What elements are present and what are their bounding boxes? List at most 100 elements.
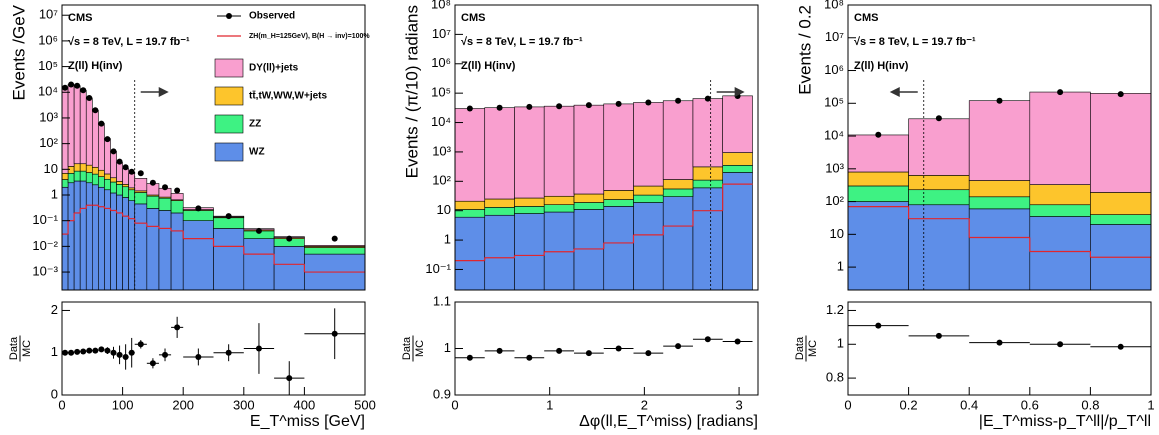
stack-bar [182, 220, 214, 291]
stack-bar [98, 186, 105, 291]
data-point [585, 102, 592, 109]
ratio-point [110, 349, 117, 356]
stack-bar [61, 87, 69, 174]
stack-bar [146, 208, 160, 291]
data-point [645, 99, 652, 106]
ratio-point [526, 354, 533, 361]
stack-bar [61, 186, 69, 291]
data-point [675, 97, 682, 104]
stack-bar [543, 211, 575, 291]
stack-bar [170, 193, 184, 201]
data-point [1057, 89, 1064, 96]
y-axis-title: Data [401, 336, 413, 360]
stack-bar [514, 106, 545, 199]
stack-bar [543, 105, 575, 197]
stack-bar [968, 180, 1031, 198]
stack-bar [1029, 204, 1091, 217]
ratio-point [137, 341, 144, 348]
data-point [556, 103, 563, 110]
stack-bar [116, 194, 123, 291]
stack-bar [85, 97, 93, 166]
y-axis-title: MC [807, 340, 819, 357]
legend-label: ZZ [249, 119, 261, 130]
stack-bar [633, 185, 664, 196]
x-tick-label: 300 [233, 397, 255, 412]
ratio-point [98, 346, 105, 353]
stack-bar [73, 85, 81, 165]
data-point [162, 184, 169, 191]
stack-bar [603, 103, 634, 191]
ratio-point [585, 350, 592, 357]
annotation: Z(ll) H(inv) [854, 60, 909, 72]
stack-bar [484, 214, 515, 291]
stack-bar [514, 197, 545, 207]
stack-bar [134, 203, 148, 291]
stack-bar [128, 189, 136, 201]
stack-bar [104, 138, 111, 175]
stack-bar [633, 194, 664, 203]
legend-marker [214, 86, 244, 106]
stack-bar [692, 179, 723, 189]
stack-bar [692, 98, 723, 168]
data-point [526, 103, 533, 110]
data-point [195, 205, 202, 212]
y-tick-label: 10² [39, 135, 58, 150]
stack-bar [110, 151, 117, 179]
plot-frame [847, 301, 1152, 396]
data-point [331, 235, 338, 242]
data-point [875, 131, 882, 138]
ratio-point [286, 375, 293, 382]
annotation: √s = 8 TeV, L = 19.7 fb⁻¹ [854, 36, 976, 48]
stack-bar [603, 199, 634, 207]
stack-bar [968, 100, 1031, 181]
x-tick-label: 2 [641, 397, 648, 412]
plot-frame [61, 301, 366, 396]
stack-bar [484, 198, 515, 208]
ratio-point [116, 351, 123, 358]
y-tick-label: 10⁶ [38, 32, 58, 47]
ratio-point [225, 349, 232, 356]
stack-bar [908, 118, 970, 176]
y-tick-label: 10⁶ [431, 55, 451, 70]
stack-bar [908, 204, 970, 291]
annotation: CMS [461, 12, 485, 24]
stack-bar [128, 173, 136, 189]
y-tick-label: 10⁻¹ [425, 261, 451, 276]
x-tick-label: 200 [172, 397, 194, 412]
stack-bar [573, 193, 605, 203]
x-tick-label: 0.4 [960, 397, 978, 412]
stack-bar [98, 176, 105, 188]
data-point [1117, 91, 1124, 98]
stack-bar [1090, 214, 1152, 225]
data-point [615, 100, 622, 107]
y-tick-label: 10⁻³ [32, 263, 58, 278]
y-tick-label: 10⁵ [431, 85, 451, 100]
y-tick-label: 10² [825, 193, 844, 208]
y-tick-label: 1 [837, 259, 844, 274]
y-axis-title: Events /GeV [9, 4, 28, 100]
y-tick-label: 10⁴ [824, 127, 844, 142]
y-tick-label: 1.2 [826, 302, 844, 317]
stack-bar [1029, 184, 1091, 206]
stack-bar [722, 152, 753, 166]
ratio-point [80, 348, 87, 355]
stack-bar [110, 192, 117, 291]
ratio-point [104, 347, 111, 354]
plot-frame [454, 4, 759, 291]
legend-marker [214, 58, 244, 78]
stack-bar [213, 228, 245, 291]
ratio-point [615, 345, 622, 352]
stack-bar [722, 95, 753, 153]
stack-bar [304, 247, 366, 255]
y-tick-label: 10³ [825, 160, 844, 175]
ratio-point [1057, 341, 1064, 348]
stack-bar [514, 206, 545, 214]
ratio-point [68, 349, 75, 356]
y-tick-label: 10⁴ [431, 114, 451, 129]
y-tick-label: 10² [432, 173, 451, 188]
stack-bar [243, 238, 275, 291]
stack-bar [104, 173, 111, 180]
y-tick-label: 10⁻¹ [32, 212, 58, 227]
ratio-point [734, 338, 741, 345]
